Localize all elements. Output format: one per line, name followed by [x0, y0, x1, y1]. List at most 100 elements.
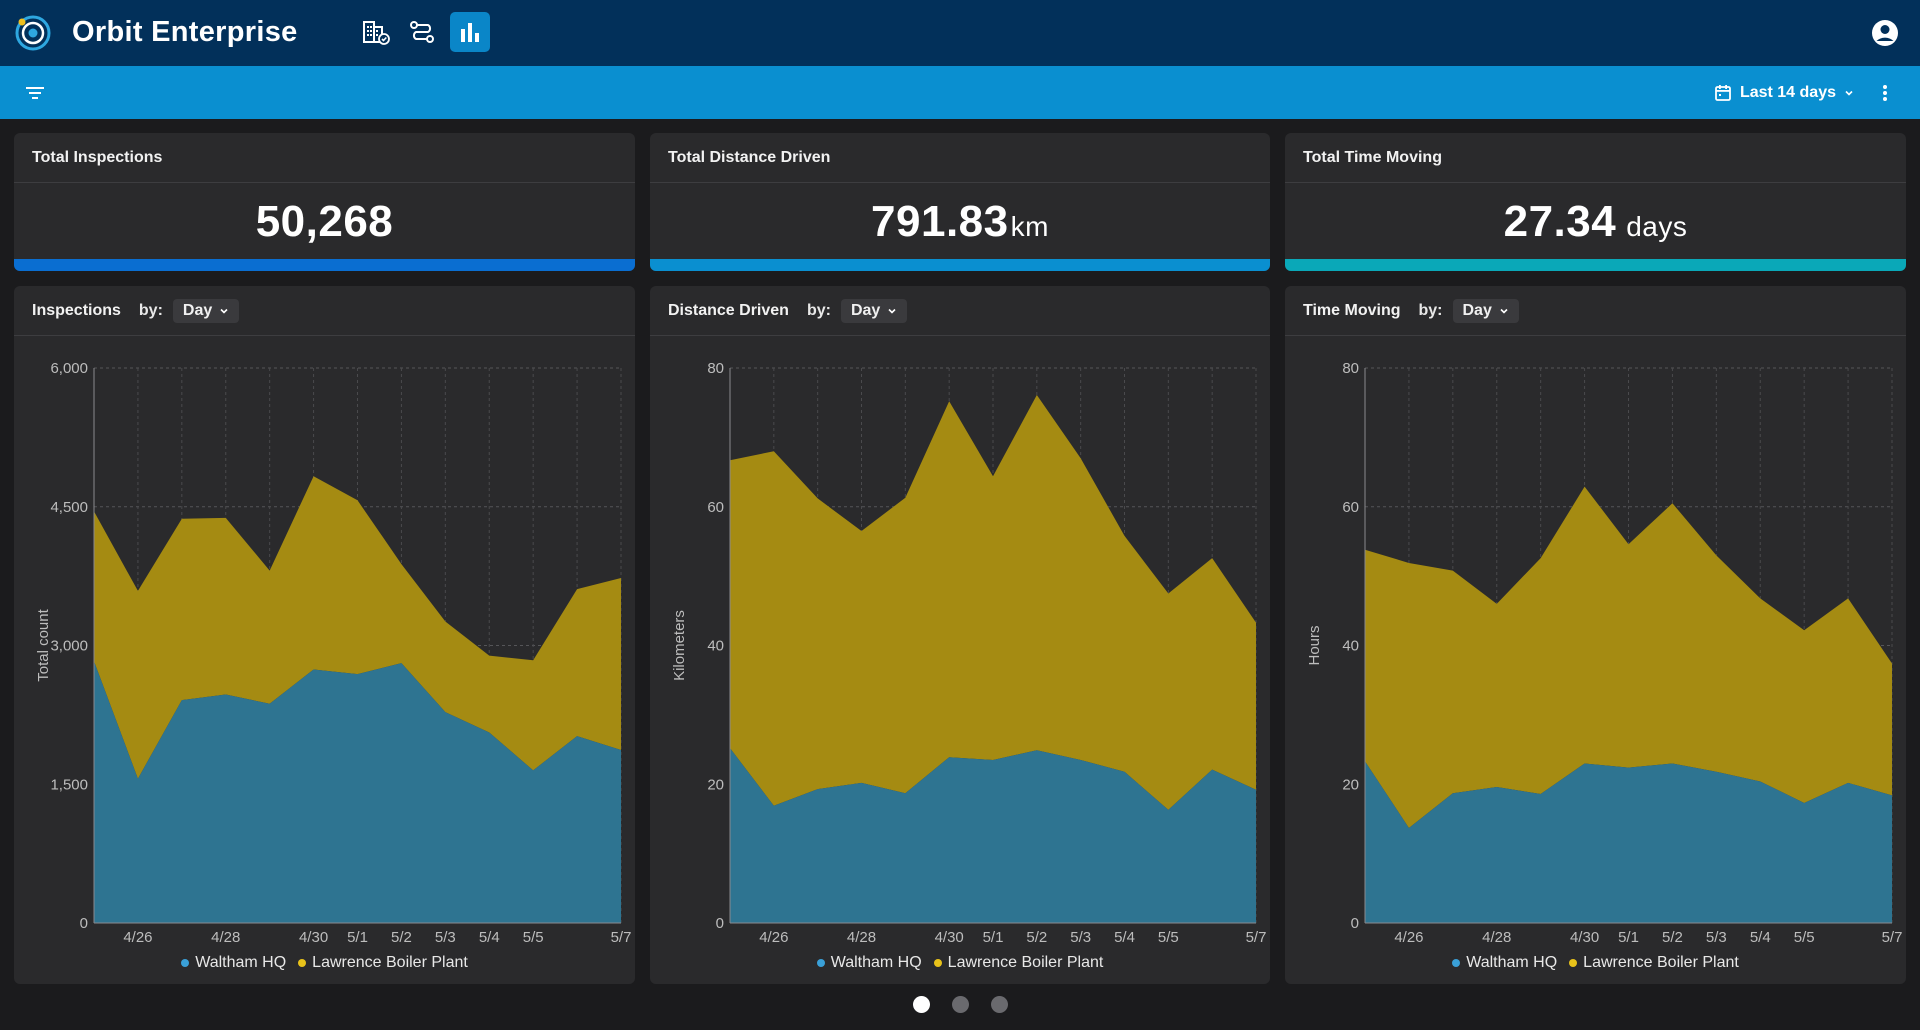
chart-title: Time Moving [1303, 301, 1401, 319]
y-tick-label: 1,500 [50, 776, 88, 793]
x-tick-label: 4/28 [847, 929, 876, 946]
chart-card-inspections: Inspections by: Day 0 1,500 3,000 4,500 6,00… [14, 286, 635, 984]
chart-header: Distance Driven by: Day [650, 286, 1270, 336]
kpi-unit: days [1626, 211, 1688, 242]
x-tick-label: 5/7 [1882, 929, 1903, 946]
group-by-dropdown[interactable]: Day [1452, 298, 1519, 323]
chart-legend: Waltham HQ Lawrence Boiler Plant [650, 954, 1270, 972]
area-series-waltham [94, 661, 621, 923]
orbit-logo-icon[interactable] [14, 14, 52, 52]
kpi-accent-bar [14, 259, 635, 271]
y-tick-label: 80 [707, 360, 724, 377]
chevron-down-icon [220, 308, 228, 314]
group-by-value: Day [182, 301, 213, 319]
filter-bar: Last 14 days [0, 66, 1920, 119]
pager-dot-2[interactable] [951, 996, 969, 1013]
y-tick-label: 20 [1342, 776, 1359, 793]
area-chart-inspections[interactable]: 0 1,500 3,000 4,500 6,000 4/26 4/28 4/30 5/1 5/2 5… [14, 336, 635, 946]
group-by-label: by: [138, 301, 163, 319]
buildings-icon [363, 21, 390, 45]
legend-item-waltham[interactable]: Waltham HQ [1452, 954, 1557, 972]
x-tick-label: 5/1 [1618, 929, 1639, 946]
y-axis-label: Kilometers [671, 610, 688, 681]
legend-label: Waltham HQ [1466, 954, 1558, 971]
x-tick-label: 5/7 [1246, 929, 1267, 946]
x-tick-label: 5/1 [347, 929, 368, 946]
legend-item-waltham[interactable]: Waltham HQ [181, 954, 286, 972]
filter-icon[interactable] [22, 80, 48, 106]
legend-item-lawrence[interactable]: Lawrence Boiler Plant [1569, 954, 1739, 972]
y-tick-label: 3,000 [50, 638, 88, 655]
pager-dot-1[interactable] [912, 996, 930, 1013]
kpi-card-distance: Total Distance Driven 791.83km [650, 133, 1270, 271]
kpi-value: 50,268 [14, 197, 635, 247]
group-by-value: Day [850, 301, 881, 319]
chart-title: Inspections [32, 301, 121, 319]
legend-item-lawrence[interactable]: Lawrence Boiler Plant [298, 954, 468, 972]
chart-header: Inspections by: Day [14, 286, 635, 336]
x-tick-label: 5/4 [1750, 929, 1771, 946]
group-by-value: Day [1462, 301, 1492, 319]
kpi-number: 50,268 [255, 197, 394, 246]
y-tick-label: 6,000 [50, 360, 88, 377]
x-tick-label: 4/28 [1482, 929, 1511, 946]
date-range-dropdown[interactable]: Last 14 days [1714, 78, 1854, 108]
legend-dot [298, 959, 307, 967]
x-tick-label: 5/3 [435, 929, 456, 946]
kpi-accent-bar [650, 259, 1270, 271]
y-tick-label: 80 [1342, 360, 1359, 377]
y-tick-label: 20 [707, 776, 724, 793]
legend-item-lawrence[interactable]: Lawrence Boiler Plant [933, 954, 1104, 972]
area-series-lawrence [94, 476, 621, 779]
legend-dot [181, 959, 190, 967]
area-series-waltham [730, 748, 1256, 923]
area-chart-time-moving[interactable]: 0 20 40 60 80 4/26 4/28 4/30 5/1 5/2 5/3 5/4 5/5 5/7 H… [1285, 336, 1906, 946]
account-icon[interactable] [1870, 18, 1900, 48]
chart-card-distance: Distance Driven by: Day 0 20 40 60 80 4/26 4/2… [650, 286, 1270, 984]
legend-item-waltham[interactable]: Waltham HQ [816, 954, 922, 972]
area-series-lawrence [730, 395, 1256, 810]
area-chart-distance[interactable]: 0 20 40 60 80 4/26 4/28 4/30 5/1 5/2 5/3 5/4 5/5 5/7 K… [650, 336, 1270, 946]
x-tick-label: 5/5 [1794, 929, 1815, 946]
y-tick-label: 60 [1342, 499, 1359, 516]
route-icon [410, 21, 434, 43]
app-title: Orbit Enterprise [72, 16, 298, 48]
x-tick-label: 5/1 [983, 929, 1004, 946]
legend-label: Lawrence Boiler Plant [1583, 954, 1739, 971]
group-by-dropdown[interactable]: Day [172, 298, 240, 323]
calendar-icon [1715, 85, 1731, 101]
nav-routes-button[interactable] [402, 12, 442, 52]
chart-legend: Waltham HQ Lawrence Boiler Plant [14, 954, 635, 972]
dashboard-pager [0, 996, 1920, 1013]
kpi-card-time-moving: Total Time Moving 27.34 days [1285, 133, 1906, 271]
group-by-label: by: [1418, 301, 1443, 319]
x-tick-label: 5/2 [391, 929, 412, 946]
legend-label: Waltham HQ [195, 954, 287, 971]
nav-buildings-button[interactable] [356, 12, 396, 52]
nav-analytics-button[interactable] [450, 12, 490, 52]
pager-dot-3[interactable] [990, 996, 1008, 1013]
kpi-title: Total Distance Driven [650, 133, 1270, 183]
more-vert-icon[interactable] [1872, 80, 1898, 106]
kpi-value: 27.34 days [1285, 197, 1906, 247]
x-tick-label: 5/3 [1070, 929, 1091, 946]
area-series-lawrence [1365, 486, 1892, 828]
group-by-dropdown[interactable]: Day [840, 298, 908, 323]
legend-label: Lawrence Boiler Plant [947, 954, 1104, 971]
x-tick-label: 4/26 [1394, 929, 1423, 946]
group-by-label: by: [806, 301, 831, 319]
x-tick-label: 4/26 [759, 929, 788, 946]
kpi-accent-bar [1285, 259, 1906, 271]
date-range-label: Last 14 days [1739, 84, 1836, 101]
kpi-value: 791.83km [650, 197, 1270, 247]
y-tick-label: 60 [707, 499, 724, 516]
chart-title: Distance Driven [668, 301, 789, 319]
x-tick-label: 5/7 [611, 929, 632, 946]
x-tick-label: 5/2 [1662, 929, 1683, 946]
kpi-number: 27.34 [1503, 197, 1617, 246]
kpi-title: Total Time Moving [1285, 133, 1906, 183]
x-tick-label: 4/30 [1570, 929, 1599, 946]
y-axis-label: Total count [35, 608, 52, 681]
x-tick-label: 4/28 [211, 929, 240, 946]
x-tick-label: 4/30 [935, 929, 964, 946]
